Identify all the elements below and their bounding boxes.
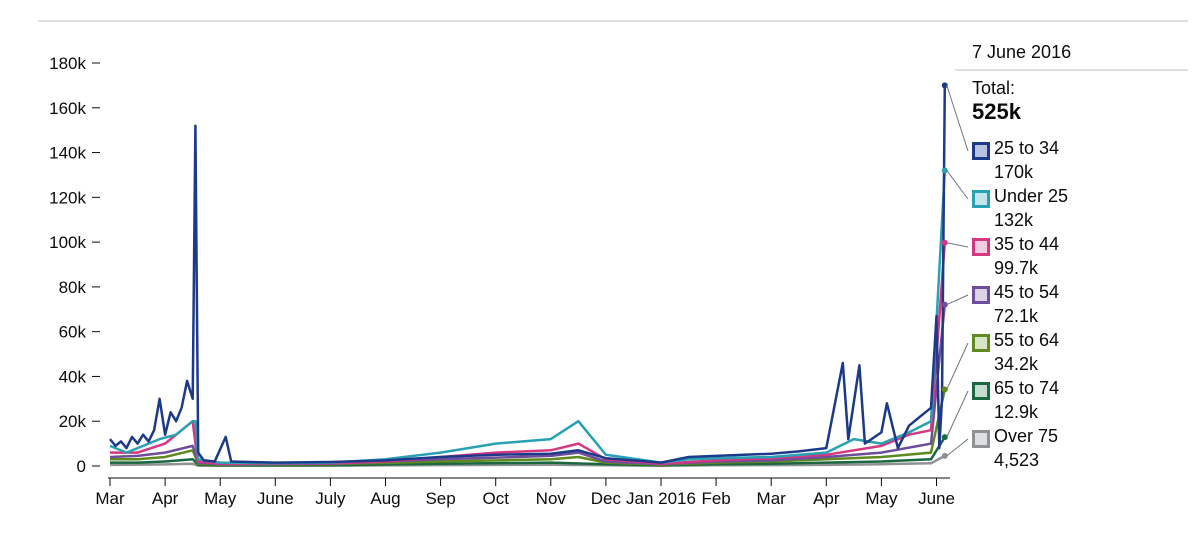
x-tick-label: June (257, 489, 294, 508)
legend-connector-line (946, 170, 969, 200)
x-tick-label: May (204, 489, 237, 508)
x-tick-label: Nov (536, 489, 567, 508)
legend-connector-line (946, 85, 969, 152)
legend-swatch-icon (972, 238, 990, 256)
legend-item-value: 170k (994, 162, 1034, 182)
x-tick-label: Jan 2016 (626, 489, 696, 508)
legend-item-name: 45 to 54 (994, 282, 1060, 302)
x-tick-label: Dec (591, 489, 622, 508)
x-tick-label: Feb (701, 489, 730, 508)
legend-item-value: 12.9k (994, 402, 1039, 422)
legend-item: Under 25 132k (972, 184, 1192, 232)
x-tick-label: Oct (482, 489, 509, 508)
legend-item: 25 to 34 170k (972, 136, 1192, 184)
series-line (109, 170, 947, 465)
y-tick-label: 40k (59, 367, 87, 386)
y-tick-label: 180k (49, 54, 86, 73)
series-end-dot (941, 434, 948, 441)
legend-connector-line (946, 438, 969, 457)
legend-item-name: 55 to 64 (994, 330, 1060, 350)
series-line (110, 436, 946, 467)
y-tick-label: 20k (59, 412, 87, 431)
legend-swatch-icon (972, 430, 990, 448)
y-tick-label: 60k (59, 323, 87, 342)
series-end-dot (941, 239, 948, 246)
x-tick-label: Sep (425, 489, 455, 508)
legend-item-name: 35 to 44 (994, 234, 1060, 254)
x-tick-label: Aug (370, 489, 400, 508)
series-line (109, 304, 947, 466)
legend-total-label: Total: (972, 78, 1016, 98)
series-end-dot (941, 167, 948, 174)
series-end-dot (941, 82, 948, 89)
legend-connectors (941, 82, 969, 459)
x-tick-label: Mar (95, 489, 125, 508)
x-axis: Mar Apr May June July Aug Sep Oct Nov Dec Jan 2016… (95, 477, 955, 508)
legend-connector-line (946, 390, 969, 438)
x-tick-label: Apr (152, 489, 179, 508)
x-tick-label: Mar (757, 489, 787, 508)
legend-item: 55 to 64 34.2k (972, 328, 1192, 376)
x-tick-label: July (315, 489, 346, 508)
y-tick-label: 80k (59, 278, 87, 297)
legend-swatch-icon (972, 334, 990, 352)
y-axis: 0 20k 40k 60k 80k 100k 120k 140k 160k 180k (49, 54, 100, 476)
y-tick-label: 0 (77, 457, 86, 476)
legend-item-name: Over 75 (994, 426, 1059, 446)
legend: 7 June 2016 Total: 525k 25 to 34 170k Un… (972, 40, 1192, 472)
legend-item-value: 132k (994, 210, 1034, 230)
legend-item-name: Under 25 (994, 186, 1069, 206)
legend-date: 7 June 2016 (972, 42, 1072, 62)
y-tick-label: 100k (49, 233, 86, 252)
legend-item-value: 99.7k (994, 258, 1039, 278)
legend-swatch-icon (972, 190, 990, 208)
series-end-dot (941, 452, 948, 459)
series-lines (109, 85, 947, 468)
legend-item-value: 4,523 (994, 450, 1040, 470)
legend-item: 35 to 44 99.7k (972, 232, 1192, 280)
legend-connector-line (946, 294, 969, 306)
legend-items: 25 to 34 170k Under 25 132k 35 to 44 99.… (972, 136, 1192, 472)
series-line (110, 389, 947, 466)
series-end-dot (941, 386, 948, 393)
series-end-dot (941, 301, 948, 308)
x-tick-label: May (865, 489, 898, 508)
legend-total-value: 525k (972, 99, 1021, 124)
legend-item-name: 65 to 74 (994, 378, 1060, 398)
x-tick-label: Apr (813, 489, 840, 508)
legend-item-value: 34.2k (994, 354, 1039, 374)
legend-swatch-icon (972, 382, 990, 400)
series-line (110, 242, 947, 466)
legend-item: Over 75 4,523 (972, 424, 1192, 472)
y-tick-label: 120k (49, 188, 86, 207)
y-tick-label: 160k (49, 99, 86, 118)
legend-item: 65 to 74 12.9k (972, 376, 1192, 424)
x-tick-label: June (918, 489, 955, 508)
legend-swatch-icon (972, 142, 990, 160)
legend-item-value: 72.1k (994, 306, 1039, 326)
y-tick-label: 140k (49, 144, 86, 163)
legend-swatch-icon (972, 286, 990, 304)
series-line (109, 85, 947, 464)
series-line (109, 454, 946, 468)
legend-item: 45 to 54 72.1k (972, 280, 1192, 328)
legend-connector-line (946, 242, 969, 248)
legend-item-name: 25 to 34 (994, 138, 1060, 158)
legend-connector-line (946, 342, 969, 390)
